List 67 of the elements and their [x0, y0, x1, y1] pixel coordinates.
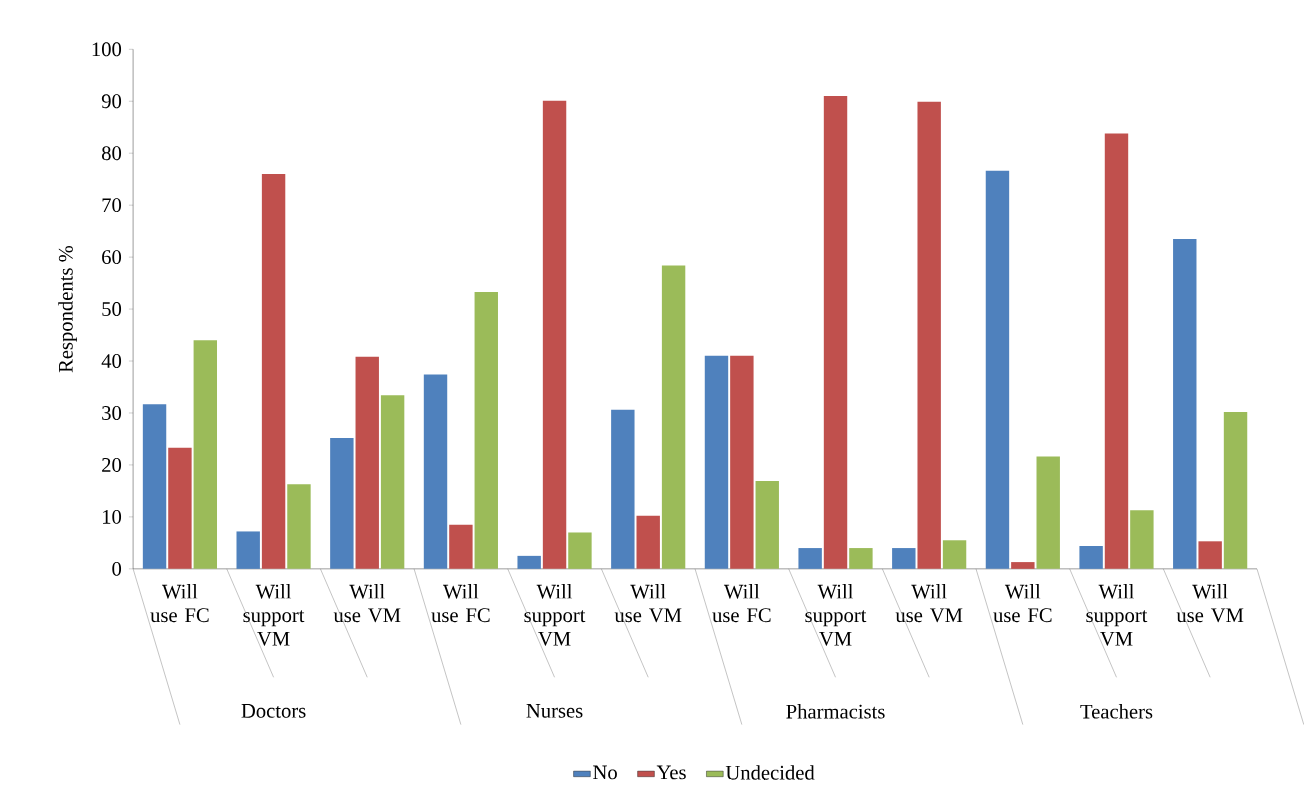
y-tick-label: 40	[101, 354, 122, 369]
legend-label: No	[593, 765, 617, 780]
bar	[917, 101, 941, 570]
y-tick-label: 50	[102, 302, 122, 317]
bar	[542, 100, 567, 570]
bar	[568, 532, 592, 570]
bar	[798, 548, 822, 570]
y-tick-label: 10	[103, 510, 122, 525]
bar	[287, 484, 311, 570]
x-tick-label: Will support VM	[805, 584, 867, 647]
legend-label: Undecided	[725, 765, 815, 780]
bar	[1198, 541, 1222, 570]
bar	[849, 548, 873, 570]
x-tick-label: Will use VM	[1176, 584, 1244, 623]
y-tick-label: 60	[102, 250, 122, 265]
text: Teachers	[1080, 704, 1153, 719]
y-tick-label: 100	[92, 42, 122, 57]
x-tick-label: Will use FC	[431, 584, 490, 623]
x-tick-label: Will use VM	[614, 584, 682, 623]
bar	[261, 174, 286, 570]
bar	[1079, 546, 1103, 570]
bar	[823, 96, 848, 570]
bar	[942, 540, 967, 570]
bar	[1104, 133, 1129, 570]
x-tick-label: Will use VM	[333, 584, 401, 623]
bar	[193, 340, 218, 570]
x-tick-label: Will use FC	[712, 584, 771, 623]
bar	[1011, 562, 1035, 570]
bar	[985, 171, 1010, 570]
bar	[611, 410, 635, 570]
text: Doctors	[241, 704, 306, 718]
y-tick-label: 20	[102, 458, 122, 473]
bar	[142, 404, 167, 570]
x-tick-label: Will use FC	[993, 584, 1052, 623]
bar	[1173, 239, 1197, 570]
legend-label: Yes	[656, 765, 686, 780]
text: Pharmacists	[786, 704, 885, 719]
bar	[236, 531, 260, 570]
x-tick-label: Will support VM	[524, 584, 586, 647]
bar	[168, 447, 192, 570]
bar	[730, 356, 754, 570]
x-tick-label: Will use FC	[150, 584, 209, 623]
bar	[636, 516, 660, 570]
bar	[892, 548, 916, 570]
y-tick-label: 30	[102, 406, 122, 421]
x-tick-label: Will support VM	[1086, 584, 1148, 647]
bar	[755, 481, 779, 570]
bar	[330, 438, 354, 570]
bar	[1036, 456, 1060, 570]
bar	[380, 395, 405, 570]
bar	[517, 556, 541, 570]
bar	[1223, 412, 1248, 570]
text: Nurses	[526, 704, 583, 718]
bar	[449, 524, 473, 570]
y-tick-label: 0	[112, 562, 122, 577]
y-axis-title: Respondents %	[58, 246, 77, 373]
y-tick-label: 80	[101, 146, 122, 161]
bar	[704, 356, 729, 570]
bar	[474, 292, 498, 570]
y-tick-label: 70	[102, 198, 122, 213]
bar	[1130, 510, 1154, 570]
bar	[423, 374, 448, 570]
bar	[661, 265, 686, 570]
y-tick-label: 90	[101, 94, 122, 109]
bar	[355, 357, 379, 570]
x-tick-label: Will use VM	[895, 584, 963, 623]
x-tick-label: Will support VM	[243, 584, 305, 647]
